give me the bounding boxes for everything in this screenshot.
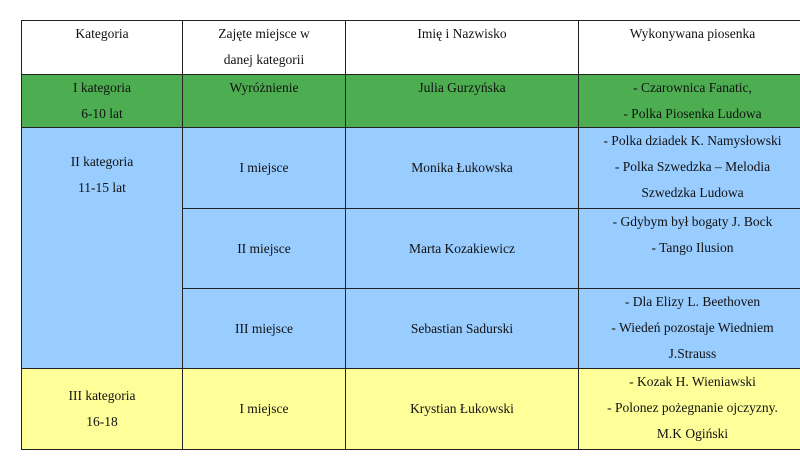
songs-cell: - Polka dziadek K. Namysłowski - Polka Sz… [578,127,800,209]
person-cell: Monika Łukowska [345,127,579,209]
place-cell: I miejsce [182,368,346,450]
table-row: I kategoria 6-10 lat Wyróżnienie Julia Gu… [21,74,800,128]
person-cell: Marta Kozakiewicz [345,208,579,289]
category-cell: III kategoria 16-18 [21,368,183,450]
category-cell: I kategoria 6-10 lat [21,74,183,128]
table-row: II kategoria 11-15 lat I miejsce Monika Ł… [21,127,800,369]
person-cell: Krystian Łukowski [345,368,579,450]
person-cell: Julia Gurzyńska [345,74,579,128]
category-cell: II kategoria 11-15 lat [21,127,183,369]
songs-cell: - Gdybym był bogaty J. Bock - Tango Ilusi… [578,208,800,289]
header-name: Imię i Nazwisko [345,20,579,75]
place-cell: II miejsce [182,208,346,289]
place-cell: I miejsce [182,127,346,209]
header-category: Kategoria [21,20,183,75]
results-table: Kategoria Zajęte miejsce w danej kategori… [21,20,800,450]
place-cell: Wyróżnienie [182,74,346,128]
header-row: Kategoria Zajęte miejsce w danej kategori… [21,20,800,75]
songs-cell: - Kozak H. Wieniawski - Polonez pożegnani… [578,368,800,450]
table-row: II miejsce Marta Kozakiewicz - Gdybym by… [21,208,800,289]
place-cell: III miejsce [182,288,346,369]
person-cell: Sebastian Sadurski [345,288,579,369]
header-song: Wykonywana piosenka [578,20,800,75]
songs-cell: - Dla Elizy L. Beethoven - Wiedeń pozosta… [578,288,800,369]
songs-cell: - Czarownica Fanatic, - Polka Piosenka Lu… [578,74,800,128]
table-row: III kategoria 16-18 I miejsce Krystian Łu… [21,368,800,450]
header-place: Zajęte miejsce w danej kategorii [182,20,346,75]
